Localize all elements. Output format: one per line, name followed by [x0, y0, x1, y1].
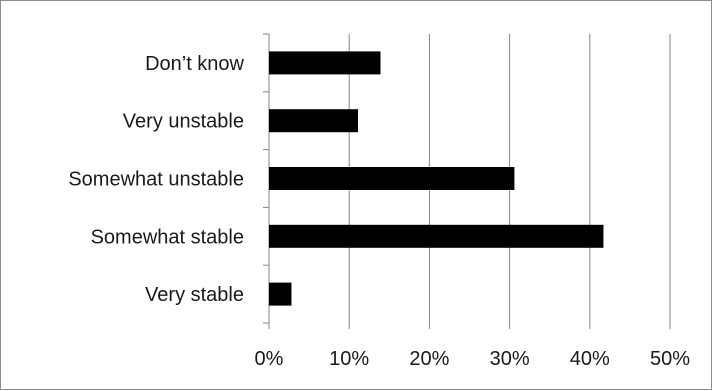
category-label: Very unstable: [123, 111, 244, 133]
category-label: Somewhat stable: [91, 226, 244, 248]
x-tick-label: 10%: [329, 348, 369, 370]
bars: [269, 51, 604, 306]
bar-somewhat-unstable: [269, 167, 515, 190]
x-tick-label: 20%: [409, 348, 449, 370]
x-tick-label: 50%: [650, 348, 690, 370]
x-tick-labels: 0% 10% 20% 30% 40% 50%: [255, 348, 691, 370]
x-tick-label: 0%: [255, 348, 284, 370]
bar-very-unstable: [269, 109, 359, 133]
bar-don-t-know: [269, 51, 381, 75]
category-label: Very stable: [145, 284, 244, 306]
x-tick-label: 40%: [570, 348, 610, 370]
x-tick-label: 30%: [490, 348, 530, 370]
bar-very-stable: [269, 282, 292, 306]
category-label: Somewhat unstable: [68, 169, 244, 191]
category-labels: Very stable Somewhat stable Somewhat unsta…: [68, 53, 244, 306]
bar-somewhat-stable: [269, 224, 604, 248]
category-label: Don’t know: [145, 53, 244, 75]
